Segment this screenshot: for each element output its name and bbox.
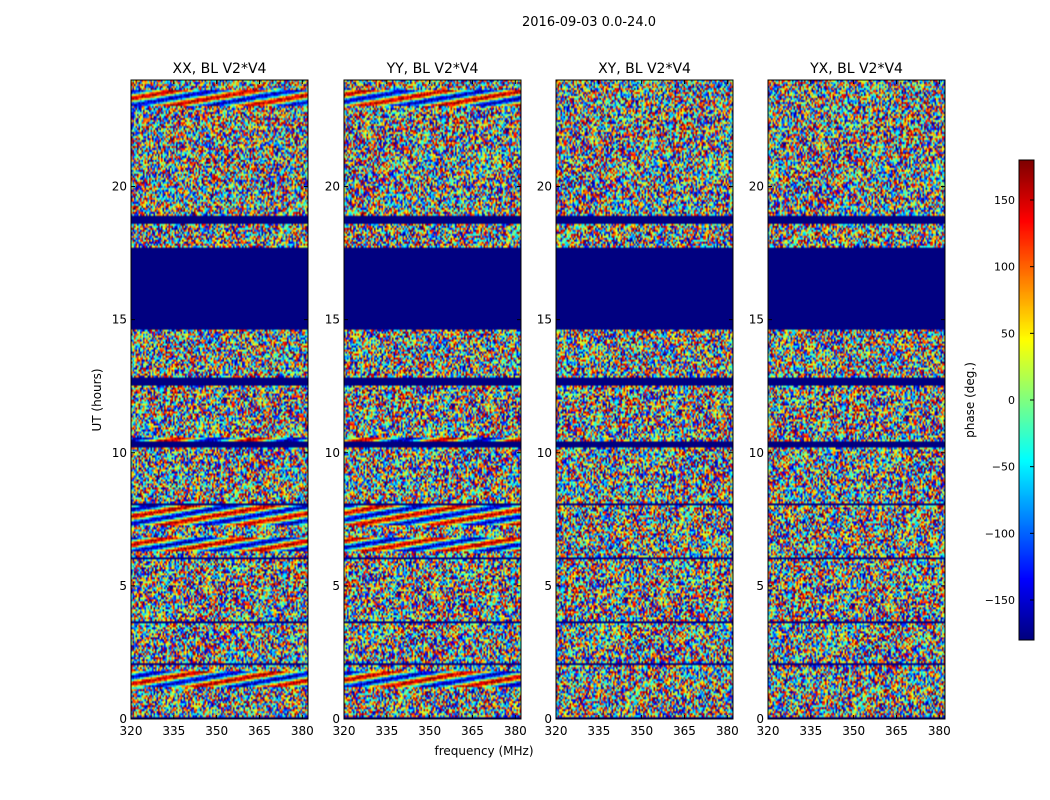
x-tick-label: 365: [673, 724, 696, 738]
x-tick-label: 365: [461, 724, 484, 738]
x-tick-label: 380: [716, 724, 739, 738]
x-axis-label: frequency (MHz): [434, 744, 533, 758]
heatmap-image: [768, 80, 945, 719]
panel-title: YY, BL V2*V4: [386, 61, 479, 77]
y-tick-label: 0: [544, 712, 552, 726]
colorbar-tick-label: 150: [994, 194, 1015, 207]
y-tick-label: 5: [756, 579, 764, 593]
colorbar-tick-label: −50: [992, 461, 1015, 474]
panel-frame: [130, 79, 309, 720]
x-tick-label: 335: [587, 724, 610, 738]
x-tick-label: 350: [418, 724, 441, 738]
x-tick-label: 335: [162, 724, 185, 738]
colorbar: −150 −100 −50 0 50 100 150: [985, 159, 1035, 641]
panel-title: YX, BL V2*V4: [809, 61, 903, 77]
y-axis-label: UT (hours): [90, 368, 104, 431]
y-tick-label: 0: [756, 712, 764, 726]
y-tick-label: 5: [544, 579, 552, 593]
x-tick-label: 320: [545, 724, 568, 738]
y-tick-label: 0: [119, 712, 127, 726]
y-tick-label: 5: [119, 579, 127, 593]
y-tick-label: 20: [749, 180, 764, 194]
y-tick-label: 15: [749, 313, 764, 327]
y-tick-label: 10: [112, 446, 127, 460]
heatmap-image: [556, 80, 733, 719]
colorbar-label: phase (deg.): [963, 362, 977, 438]
panel-1: XX, BL V2*V4 320 335 350 365 380 0 5 10 15 20: [112, 61, 314, 738]
y-tick-label: 20: [112, 180, 127, 194]
heatmap-image: [131, 80, 308, 719]
x-tick-label: 380: [504, 724, 527, 738]
y-tick-label: 20: [325, 180, 340, 194]
x-tick-label: 350: [630, 724, 653, 738]
x-tick-label: 335: [799, 724, 822, 738]
colorbar-gradient: [1019, 160, 1034, 640]
y-tick-label: 15: [112, 313, 127, 327]
panel-3: XY, BL V2*V4 320 335 350 365 380 0 5 10 15 20: [537, 61, 739, 738]
panel-title: XY, BL V2*V4: [598, 61, 691, 77]
figure-title: 2016-09-03 0.0-24.0: [522, 15, 656, 30]
x-tick-label: 350: [842, 724, 865, 738]
colorbar-tick-label: 0: [1008, 394, 1015, 407]
x-tick-label: 350: [205, 724, 228, 738]
y-tick-label: 10: [325, 446, 340, 460]
y-tick-label: 15: [537, 313, 552, 327]
colorbar-tick-label: −100: [985, 527, 1015, 540]
panel-4: YX, BL V2*V4 320 335 350 365 380 0 5 10 15 20: [749, 61, 951, 738]
x-tick-label: 380: [291, 724, 314, 738]
colorbar-tick-label: 50: [1001, 327, 1015, 340]
panel-2: YY, BL V2*V4 320 335 350 365 380 0 5 10 15 20: [325, 61, 527, 738]
y-tick-label: 15: [325, 313, 340, 327]
panel-title: XX, BL V2*V4: [173, 61, 267, 77]
x-tick-label: 320: [120, 724, 143, 738]
panel-frame: [343, 79, 522, 720]
y-tick-label: 5: [332, 579, 340, 593]
x-tick-label: 335: [375, 724, 398, 738]
colorbar-tick-label: −150: [985, 594, 1015, 607]
panel-frame: [767, 79, 946, 720]
y-tick-label: 0: [332, 712, 340, 726]
panel-frame: [555, 79, 734, 720]
colorbar-tick-label: 100: [994, 261, 1015, 274]
x-tick-label: 380: [928, 724, 951, 738]
y-tick-label: 20: [537, 180, 552, 194]
x-tick-label: 365: [248, 724, 271, 738]
x-tick-label: 320: [757, 724, 780, 738]
y-tick-label: 10: [537, 446, 552, 460]
y-tick-label: 10: [749, 446, 764, 460]
x-tick-label: 320: [333, 724, 356, 738]
x-tick-label: 365: [885, 724, 908, 738]
heatmap-image: [344, 80, 521, 719]
